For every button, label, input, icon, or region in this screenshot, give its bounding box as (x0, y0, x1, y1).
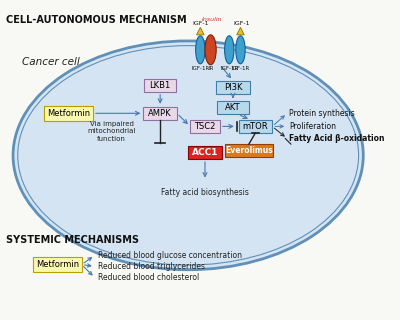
Text: Reduced blood cholesterol: Reduced blood cholesterol (98, 273, 199, 282)
Text: SYSTEMIC MECHANISMS: SYSTEMIC MECHANISMS (6, 235, 139, 245)
Text: CELL-AUTONOMOUS MECHANISM: CELL-AUTONOMOUS MECHANISM (6, 15, 187, 25)
Text: Proliferation: Proliferation (289, 122, 336, 131)
Text: LKB1: LKB1 (150, 81, 171, 90)
Text: Via impaired
mitochondrial
function: Via impaired mitochondrial function (88, 121, 136, 142)
Polygon shape (196, 28, 204, 35)
Text: AKT: AKT (225, 103, 241, 112)
Ellipse shape (205, 35, 216, 65)
Ellipse shape (13, 41, 363, 270)
Text: PI3K: PI3K (224, 83, 242, 92)
FancyBboxPatch shape (44, 106, 93, 121)
Text: mTOR: mTOR (242, 122, 268, 131)
Text: IGF-1R: IGF-1R (231, 66, 250, 71)
FancyBboxPatch shape (217, 101, 249, 114)
Text: AMPK: AMPK (148, 109, 172, 118)
Polygon shape (237, 28, 244, 35)
FancyBboxPatch shape (190, 120, 220, 133)
Text: Protein synthesis: Protein synthesis (289, 109, 355, 118)
Text: Reduced blood glucose concentration: Reduced blood glucose concentration (98, 251, 242, 260)
Text: Fatty acid biosynthesis: Fatty acid biosynthesis (161, 188, 249, 197)
Text: Reduced blood triglycerides: Reduced blood triglycerides (98, 262, 204, 271)
Text: IR: IR (209, 66, 214, 71)
FancyBboxPatch shape (216, 81, 250, 94)
Text: IGF-1: IGF-1 (233, 21, 250, 27)
Text: Metformin: Metformin (47, 109, 90, 118)
FancyBboxPatch shape (33, 257, 82, 272)
Text: TSC2: TSC2 (194, 122, 216, 131)
Text: IGF-1: IGF-1 (192, 21, 208, 27)
Ellipse shape (236, 36, 245, 64)
Text: Cancer cell: Cancer cell (22, 57, 80, 67)
Text: IGF-1R: IGF-1R (220, 66, 238, 71)
FancyBboxPatch shape (239, 120, 272, 133)
FancyBboxPatch shape (188, 146, 222, 159)
FancyBboxPatch shape (144, 79, 176, 92)
Text: Everolimus: Everolimus (225, 146, 273, 155)
Text: Metformin: Metformin (36, 260, 79, 269)
Ellipse shape (196, 36, 205, 64)
Ellipse shape (224, 36, 234, 64)
FancyBboxPatch shape (224, 144, 273, 157)
Text: IGF-1R: IGF-1R (191, 66, 210, 71)
Text: ACC1: ACC1 (192, 148, 218, 157)
Text: Fatty Acid β-oxidation: Fatty Acid β-oxidation (289, 134, 384, 143)
Text: Insulin: Insulin (202, 17, 223, 22)
FancyBboxPatch shape (143, 107, 177, 120)
